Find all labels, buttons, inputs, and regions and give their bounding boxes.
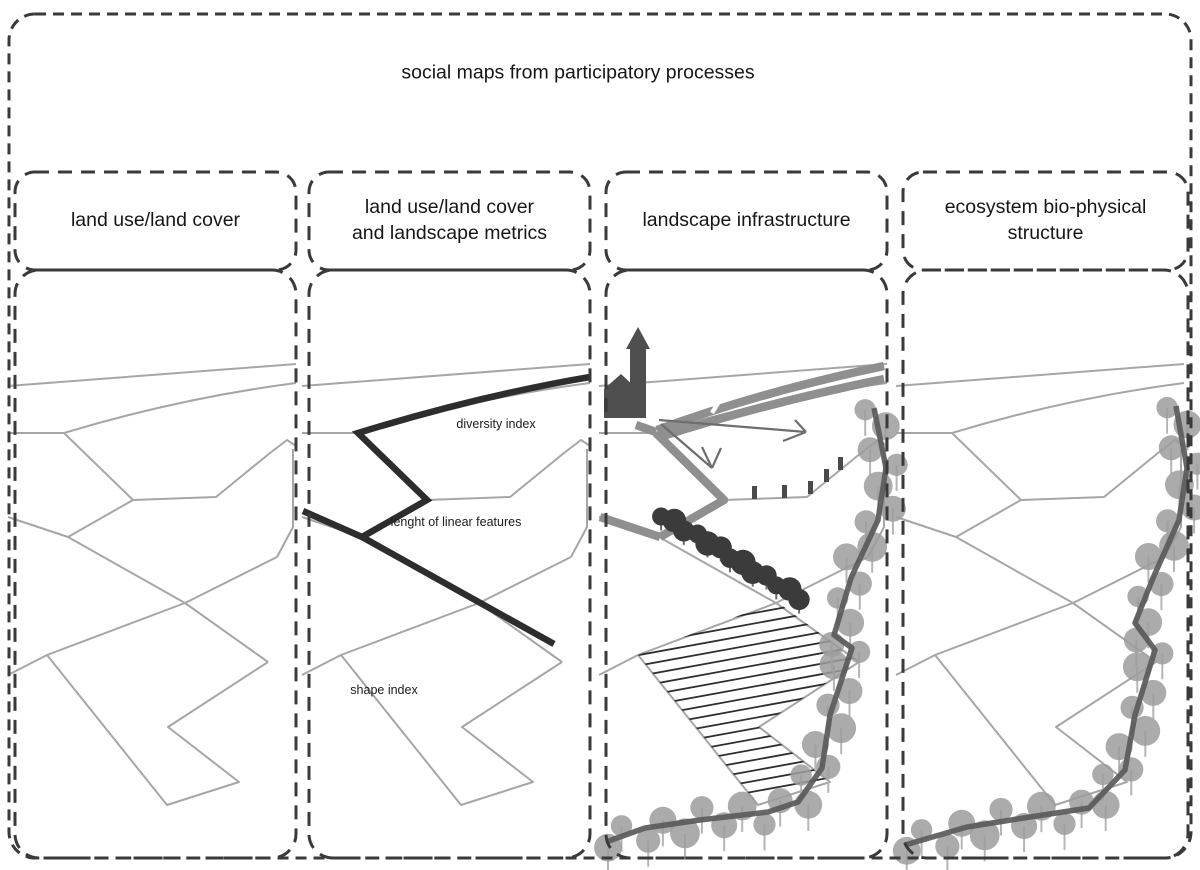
base-map-panel-1 [7,363,297,806]
hedgerow-line [904,405,1190,848]
panel-title-land-use-land-cover: land use/land cover [70,209,241,232]
annotation-shape-index: shape index [350,683,418,697]
header-box-3 [604,170,889,272]
figure-title: social maps from participatory processes [401,61,755,84]
panel-title-landscape-infrastructure: landscape infrastructure [642,209,851,232]
highlighted-linear-features [301,373,591,647]
map-box-2 [307,268,592,860]
hedgerow-line [605,407,889,845]
church-icon [604,327,650,418]
panel-title-ecosystem-structure: ecosystem bio-physical structure [944,196,1147,244]
landscape-infrastructure-layer [594,327,908,870]
outer-box [7,12,1193,860]
panel-title-landscape-metrics: land use/land cover and landscape metric… [351,196,548,244]
annotation-diversity-index: diversity index [456,417,536,431]
tree-avenue [652,507,810,614]
annotation-length-of-linear-features: lenght of linear features [390,515,522,529]
header-box-2 [307,170,592,272]
dashed-frames [7,12,1193,860]
hedgerow-trees [892,396,1200,870]
header-box-1 [13,170,298,272]
fence-posts [752,457,843,499]
map-box-3 [604,268,889,860]
map-box-1 [13,268,298,860]
direction-arrow-icon [658,418,807,469]
map-box-4 [901,268,1190,860]
ecosystem-structure-layer [892,396,1200,870]
